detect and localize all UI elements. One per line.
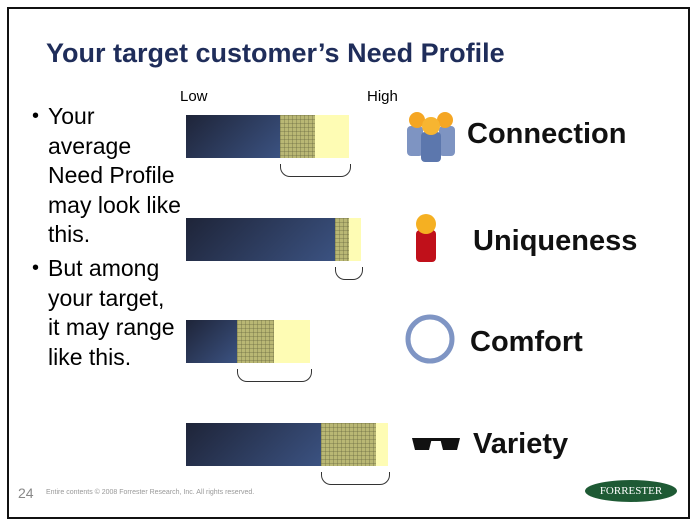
- range-segment: [279, 115, 315, 158]
- need-label-uniqueness: Uniqueness: [473, 225, 638, 257]
- range-high-segment: [349, 218, 362, 261]
- range-high-segment: [375, 423, 388, 466]
- need-label-variety: Variety: [473, 428, 569, 460]
- range-high-segment: [273, 320, 311, 363]
- need-label-connection: Connection: [467, 118, 627, 150]
- people-group-icon: [407, 112, 455, 162]
- axis-low-label: Low: [180, 88, 208, 105]
- copyright: Entire contents © 2008 Forrester Researc…: [46, 489, 255, 496]
- range-segment: [237, 320, 274, 363]
- range-segment: [320, 423, 376, 466]
- slide-title: Your target customer’s Need Profile: [46, 38, 505, 68]
- person-standout-icon: [416, 214, 436, 262]
- range-high-segment: [314, 115, 350, 158]
- bullet-list: Your average Need Profile may look like …: [32, 102, 182, 376]
- range-bracket: [320, 472, 390, 485]
- average-segment: [186, 423, 321, 466]
- range-bracket: [279, 164, 352, 177]
- average-segment: [186, 218, 335, 261]
- average-segment: [186, 115, 280, 158]
- bullet-item: But among your target, it may range like…: [32, 254, 182, 372]
- average-segment: [186, 320, 237, 363]
- forrester-logo: FORRESTER: [585, 480, 677, 502]
- bullet-item: Your average Need Profile may look like …: [32, 102, 182, 250]
- range-segment: [334, 218, 350, 261]
- page-number: 24: [18, 485, 34, 501]
- sunglasses-icon: [412, 438, 460, 450]
- ring-icon: [405, 314, 455, 364]
- axis-high-label: High: [367, 88, 398, 105]
- range-bracket: [237, 369, 313, 382]
- need-label-comfort: Comfort: [470, 326, 583, 358]
